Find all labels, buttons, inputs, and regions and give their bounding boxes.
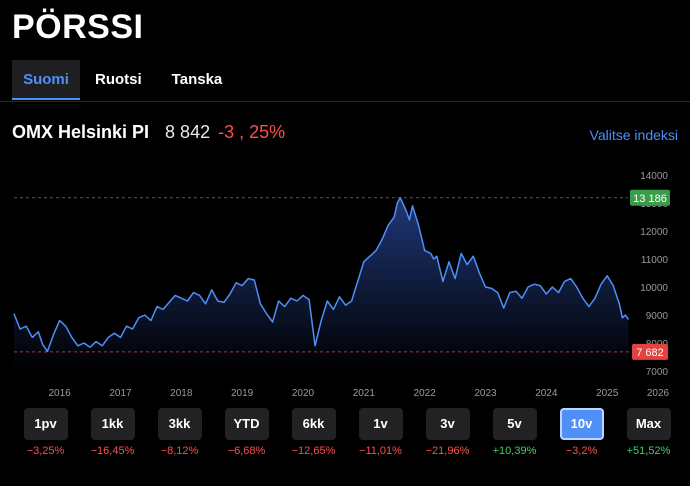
tab-ruotsi[interactable]: Ruotsi <box>95 71 142 88</box>
period-button-3v[interactable]: 3v <box>425 408 470 440</box>
market-tabs: Suomi Ruotsi Tanska <box>12 60 237 100</box>
x-tick-label: 2020 <box>292 388 315 399</box>
tab-suomi[interactable]: Suomi <box>12 60 80 100</box>
y-tick-label: 7000 <box>646 367 669 378</box>
period-change: −6,68% <box>227 445 266 457</box>
y-tick-label: 14000 <box>640 171 668 182</box>
period-ytd: YTD −6,68% <box>217 408 277 457</box>
period-button-6kk[interactable]: 6kk <box>291 408 336 440</box>
period-6kk: 6kk −12,65% <box>284 408 344 457</box>
low-badge: 7 682 <box>632 343 668 360</box>
x-tick-label: 2023 <box>474 388 497 399</box>
x-tick-label: 2024 <box>535 388 558 399</box>
period-change: −16,45% <box>90 445 135 457</box>
period-change: −3,2% <box>565 445 598 457</box>
index-summary: OMX Helsinki PI 8 842 -3 , 25% <box>12 122 285 146</box>
period-button-1kk[interactable]: 1kk <box>90 408 135 440</box>
tab-tanska[interactable]: Tanska <box>171 71 223 88</box>
period-3kk: 3kk −8,12% <box>150 408 210 457</box>
period-max: Max +51,52% <box>619 408 679 457</box>
x-tick-label: 2018 <box>170 388 193 399</box>
period-1v: 1v −11,01% <box>351 408 411 457</box>
period-1pv: 1pv −3,25% <box>16 408 76 457</box>
x-tick-label: 2026 <box>647 388 670 399</box>
y-tick-label: 11000 <box>641 255 669 266</box>
period-change: +10,39% <box>492 445 537 457</box>
y-tick-label: 10000 <box>640 283 668 294</box>
period-3v: 3v −21,96% <box>418 408 478 457</box>
high-badge: 13 186 <box>630 189 670 206</box>
chart-series-line <box>13 197 630 353</box>
chart-area-fill <box>14 197 629 371</box>
period-button-1v[interactable]: 1v <box>358 408 403 440</box>
period-button-1pv[interactable]: 1pv <box>23 408 68 440</box>
period-10v: 10v −3,2% <box>552 408 612 457</box>
period-button-max[interactable]: Max <box>626 408 671 440</box>
period-5v: 5v +10,39% <box>485 408 545 457</box>
x-tick-label: 2019 <box>231 388 254 399</box>
y-tick-label: 12000 <box>640 227 668 238</box>
x-tick-label: 2021 <box>353 388 376 399</box>
period-button-10v[interactable]: 10v <box>559 408 604 440</box>
x-tick-label: 2025 <box>596 388 619 399</box>
period-change: −8,12% <box>160 445 199 457</box>
high-badge-label: 13 186 <box>633 193 667 205</box>
period-selector: 1pv −3,25% 1kk −16,45% 3kk −8,12% YTD −6,68% 6kk… <box>12 408 682 468</box>
x-tick-label: 2017 <box>109 388 132 399</box>
period-button-ytd[interactable]: YTD <box>224 408 269 440</box>
index-change: -3 , 25% <box>218 122 286 142</box>
page-title: PÖRSSI <box>12 8 144 46</box>
x-tick-label: 2016 <box>49 388 72 399</box>
period-1kk: 1kk −16,45% <box>83 408 143 457</box>
period-change: −11,01% <box>359 445 402 457</box>
index-value: 8 842 <box>165 122 211 142</box>
period-change: −12,65% <box>291 445 336 457</box>
tabs-divider <box>0 101 690 102</box>
select-index-link[interactable]: Valitse indeksi <box>589 127 678 143</box>
y-tick-label: 9000 <box>646 311 669 322</box>
index-chart[interactable]: 7000800090001000011000120001300014000 20… <box>0 160 690 400</box>
period-change: −21,96% <box>425 445 470 457</box>
low-badge-label: 7 682 <box>636 347 664 359</box>
index-name: OMX Helsinki PI <box>12 122 150 142</box>
period-button-3kk[interactable]: 3kk <box>157 408 202 440</box>
period-change: −3,25% <box>26 445 65 457</box>
x-tick-label: 2022 <box>414 388 437 399</box>
period-button-5v[interactable]: 5v <box>492 408 537 440</box>
period-change: +51,52% <box>626 445 671 457</box>
